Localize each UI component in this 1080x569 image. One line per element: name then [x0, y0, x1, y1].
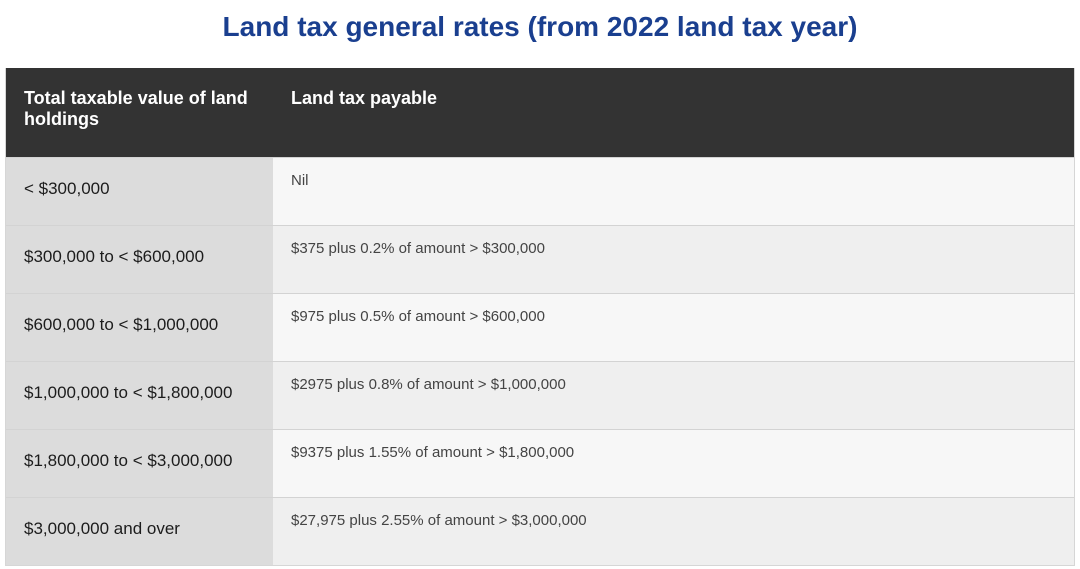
- table-row: < $300,000 Nil: [6, 156, 1074, 225]
- tax-payable-cell: $375 plus 0.2% of amount > $300,000: [273, 224, 1074, 293]
- column-header-tax-payable: Land tax payable: [273, 68, 1074, 157]
- tax-payable-cell: Nil: [273, 156, 1074, 225]
- column-header-taxable-value: Total taxable value of land holdings: [6, 68, 273, 157]
- taxable-value-cell: < $300,000: [6, 156, 273, 225]
- table-body: < $300,000 Nil $300,000 to < $600,000 $3…: [6, 156, 1074, 565]
- page-title: Land tax general rates (from 2022 land t…: [222, 11, 858, 42]
- table-header-row: Total taxable value of land holdings Lan…: [6, 68, 1074, 157]
- taxable-value-cell: $300,000 to < $600,000: [6, 224, 273, 293]
- taxable-value-cell: $3,000,000 and over: [6, 496, 273, 565]
- taxable-value-cell: $600,000 to < $1,000,000: [6, 292, 273, 361]
- table-row: $1,800,000 to < $3,000,000 $9375 plus 1.…: [6, 428, 1074, 497]
- table-row: $300,000 to < $600,000 $375 plus 0.2% of…: [6, 224, 1074, 293]
- land-tax-rates-table: Total taxable value of land holdings Lan…: [6, 68, 1074, 565]
- taxable-value-cell: $1,800,000 to < $3,000,000: [6, 428, 273, 497]
- tax-payable-cell: $27,975 plus 2.55% of amount > $3,000,00…: [273, 496, 1074, 565]
- table-row: $3,000,000 and over $27,975 plus 2.55% o…: [6, 496, 1074, 565]
- table-row: $1,000,000 to < $1,800,000 $2975 plus 0.…: [6, 360, 1074, 429]
- table-row: $600,000 to < $1,000,000 $975 plus 0.5% …: [6, 292, 1074, 361]
- table-header: Total taxable value of land holdings Lan…: [6, 68, 1074, 157]
- tax-payable-cell: $9375 plus 1.55% of amount > $1,800,000: [273, 428, 1074, 497]
- land-tax-rates-table-container: Total taxable value of land holdings Lan…: [5, 68, 1075, 566]
- taxable-value-cell: $1,000,000 to < $1,800,000: [6, 360, 273, 429]
- tax-payable-cell: $975 plus 0.5% of amount > $600,000: [273, 292, 1074, 361]
- tax-payable-cell: $2975 plus 0.8% of amount > $1,000,000: [273, 360, 1074, 429]
